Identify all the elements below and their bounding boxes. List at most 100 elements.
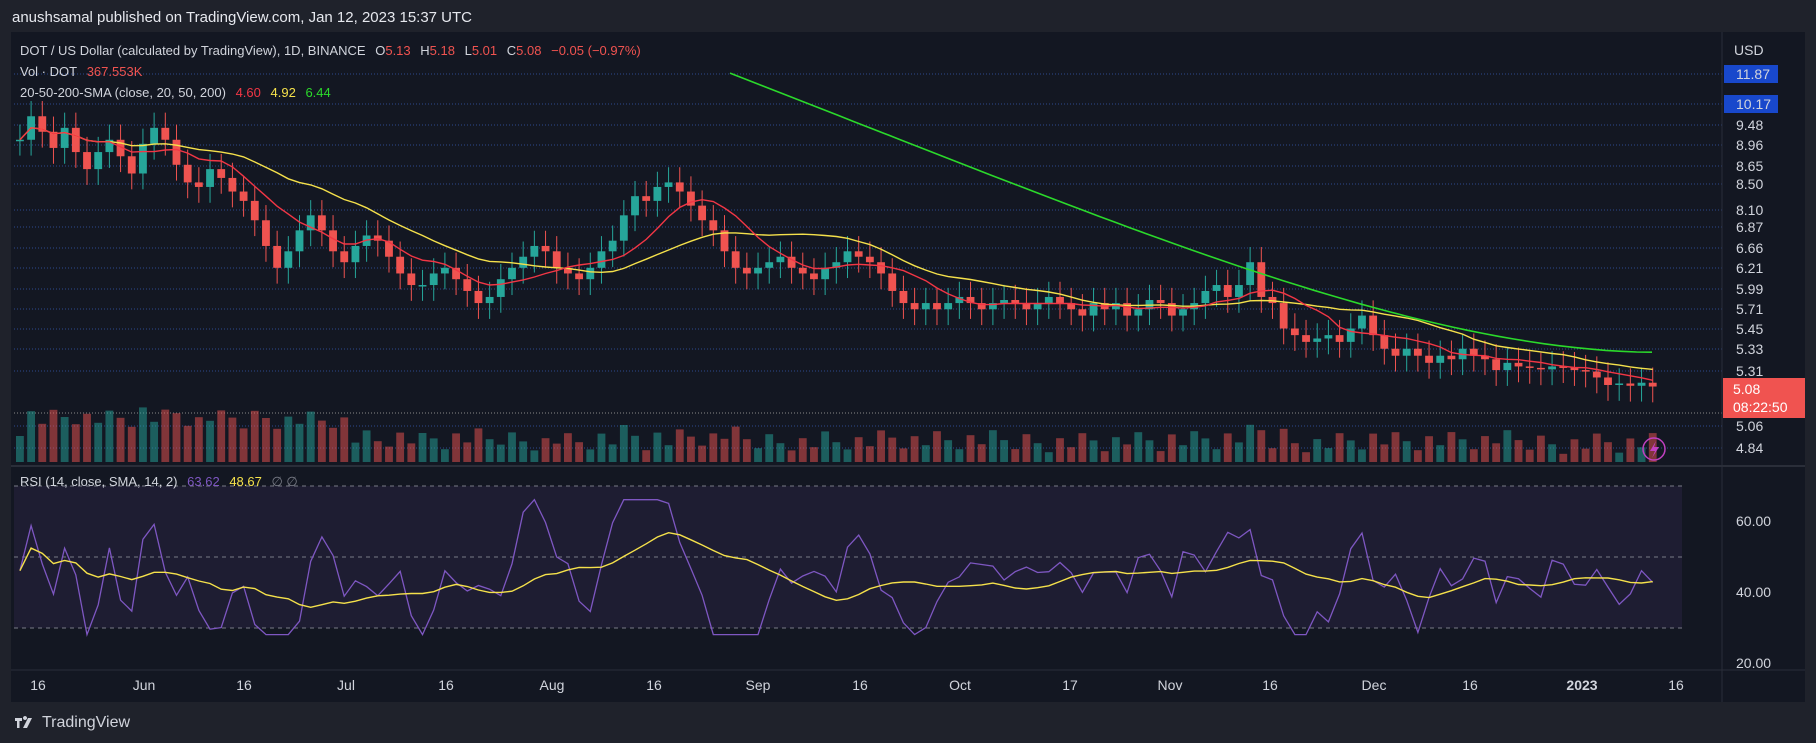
volume-bar [944,440,953,462]
volume-bar [854,437,863,462]
price-tick: 8.50 [1736,176,1763,192]
candle-body [754,267,762,274]
volume-bar [105,410,114,462]
candle-body [1279,303,1288,329]
volume-bar [385,446,393,462]
volume-bar [172,413,181,462]
candle-body [94,152,103,170]
candle-body [888,273,897,291]
price-tick: 6.87 [1736,219,1763,235]
sma20-line [19,127,1653,381]
volume-bar [351,442,360,462]
volume-bar [586,449,595,462]
symbol-title[interactable]: DOT / US Dollar (calculated by TradingVi… [20,43,366,58]
volume-bar [452,433,460,462]
candle-body [1481,355,1489,360]
volume-bar [474,428,483,462]
volume-bar [508,432,516,462]
candle-body [675,182,684,192]
volume-bar [250,410,259,462]
open-value: 5.13 [385,43,411,58]
volume-bar [1335,433,1344,462]
price-tick: 5.33 [1736,341,1763,357]
candle-body [742,267,751,274]
candle-body [910,303,919,310]
lightning-icon[interactable] [1642,437,1666,461]
candle-body [407,273,416,286]
volume-bar [1044,452,1053,462]
candle-body [1313,338,1322,342]
candle-body [1078,309,1087,316]
tradingview-logo[interactable]: TradingView [12,714,130,732]
candle-body [933,303,941,310]
candle-body [60,127,69,148]
volume-bar [608,444,617,462]
candle-body [105,139,114,153]
volume-bar [642,450,651,462]
candle-body [664,182,673,187]
open-label: O [375,43,386,58]
volume-bar [1604,442,1612,462]
candle-body [921,303,930,310]
candle-body [239,191,248,201]
volume-bar [541,438,550,462]
candle-body [1413,348,1422,356]
price-axis-ticks: 11.87 10.17 9.48 8.96 8.65 8.50 8.106.87 6.66 6.… [1724,65,1778,456]
candle-body [1570,367,1579,371]
candle-body [1324,335,1333,339]
candle-body [720,230,729,252]
rsi-label[interactable]: RSI (14, close, SMA, 14, 2) [20,474,178,489]
candle-body [843,251,852,263]
volume-bar [530,450,539,462]
candle-body [49,131,58,148]
bar-countdown: 08:22:50 [1733,399,1788,415]
last-price-badge: 5.08 08:22:50 [1723,378,1805,418]
candle-body [1268,296,1277,304]
time-tick: 17 [1062,677,1078,693]
volume-bar [865,446,874,462]
publisher-header: anushsamal published on TradingView.com,… [12,9,473,26]
candle-body [1123,303,1132,316]
volume-bar [1615,452,1624,462]
volume-bar [709,433,718,462]
change-value: −0.05 (−0.97%) [551,43,641,58]
low-value: 5.01 [471,43,498,58]
volume-bar [1570,439,1579,462]
volume-bar [94,422,103,462]
volume-bar [71,424,80,462]
candle-body [1112,303,1120,310]
low-label: L [464,43,472,58]
price-tick: 6.21 [1736,260,1763,276]
volume-bar [921,445,930,462]
candle-body [832,262,841,268]
candle-body [564,267,572,274]
volume-bar [27,411,36,462]
volume-bar [1100,451,1109,462]
volume-bar [373,441,382,462]
time-tick: Sep [746,677,771,693]
rsi-legend: RSI (14, close, SMA, 14, 2) 63.62 48.67 … [20,474,304,490]
candle-body [150,127,159,144]
volume-bar [183,425,192,462]
candle-body [619,215,628,241]
volume-bar [1313,439,1322,462]
candle-body [821,267,830,280]
volume-bar [798,438,807,462]
volume-bar [564,433,572,462]
volume-bar [440,449,449,462]
candle-body [899,290,908,304]
volume-label[interactable]: Vol · DOT [20,64,78,79]
candle-body [16,139,24,142]
sma-label[interactable]: 20-50-200-SMA (close, 20, 50, 200) [20,85,226,100]
volume-bar [418,433,427,462]
candle-body [340,251,349,263]
volume-bar [262,418,270,462]
candle-body [183,164,192,183]
price-candles [16,101,1657,403]
candle-body [508,267,516,280]
candle-body [1000,300,1008,304]
price-tick: 5.71 [1736,301,1763,317]
volume-bar [1290,443,1299,462]
volume-bar [228,417,237,462]
